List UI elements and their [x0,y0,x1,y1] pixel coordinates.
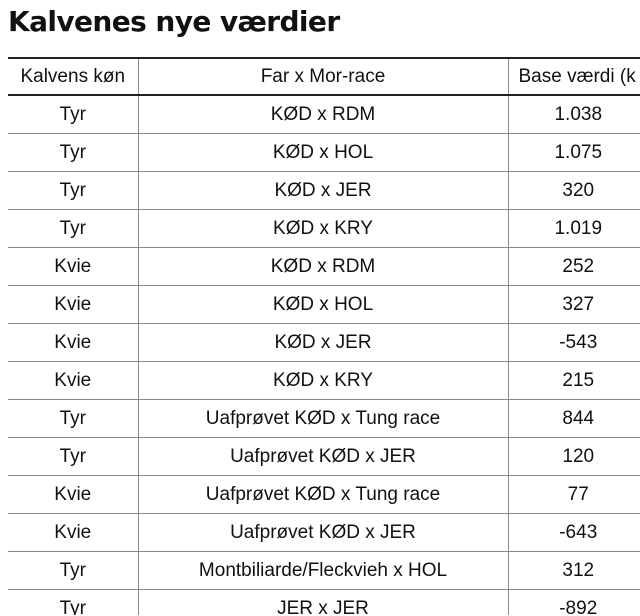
calf-values-table: Kalvens køn Far x Mor-race Base værdi (k… [8,57,640,615]
cell-breed-cross: KØD x RDM [137,247,508,286]
cell-breed-cross: KØD x HOL [137,285,508,324]
cell-base-value: 1.019 [507,209,640,248]
cell-breed-cross: KØD x RDM [137,95,508,134]
cell-calf-sex: Tyr [8,551,138,590]
cell-base-value: 320 [507,171,640,210]
header-sire-dam-breed: Far x Mor-race [137,57,508,96]
cell-breed-cross: KØD x KRY [137,361,508,400]
cell-calf-sex: Tyr [8,171,138,210]
cell-base-value: 1.038 [507,95,640,134]
cell-calf-sex: Tyr [8,95,138,134]
cell-base-value: 120 [507,437,640,476]
table-row: Kvie KØD x HOL 327 [8,285,640,324]
cell-breed-cross: KØD x KRY [137,209,508,248]
cell-base-value: 312 [507,551,640,590]
table-row: Tyr Uafprøvet KØD x Tung race 844 [8,399,640,438]
cell-base-value: 844 [507,399,640,438]
header-base-value: Base værdi (k [507,57,640,96]
cell-base-value: 252 [507,247,640,286]
calf-values-table-container: Kalvens køn Far x Mor-race Base værdi (k… [8,57,640,615]
cell-calf-sex: Kvie [8,475,138,514]
page-title: Kalvenes nye værdier [8,5,340,38]
cell-base-value: 327 [507,285,640,324]
cell-base-value: 1.075 [507,133,640,172]
table-row: Kvie KØD x RDM 252 [8,247,640,286]
cell-calf-sex: Tyr [8,437,138,476]
cell-base-value: 215 [507,361,640,400]
table-row: Kvie KØD x JER -543 [8,323,640,362]
table-row: Tyr KØD x JER 320 [8,171,640,210]
cell-breed-cross: Uafprøvet KØD x Tung race [137,475,508,514]
cell-calf-sex: Tyr [8,133,138,172]
table-row: Tyr JER x JER -892 [8,589,640,615]
table-row: Tyr Uafprøvet KØD x JER 120 [8,437,640,476]
cell-calf-sex: Kvie [8,513,138,552]
cell-breed-cross: KØD x HOL [137,133,508,172]
table-row: Kvie Uafprøvet KØD x Tung race 77 [8,475,640,514]
table-row: Tyr KØD x HOL 1.075 [8,133,640,172]
cell-calf-sex: Tyr [8,209,138,248]
cell-calf-sex: Tyr [8,589,138,615]
cell-calf-sex: Kvie [8,361,138,400]
cell-base-value: 77 [507,475,640,514]
cell-breed-cross: Uafprøvet KØD x Tung race [137,399,508,438]
cell-breed-cross: KØD x JER [137,323,508,362]
table-header-row: Kalvens køn Far x Mor-race Base værdi (k [8,57,640,96]
cell-base-value: -543 [507,323,640,362]
table-row: Kvie KØD x KRY 215 [8,361,640,400]
cell-base-value: -643 [507,513,640,552]
cell-breed-cross: Montbiliarde/Fleckvieh x HOL [137,551,508,590]
cell-calf-sex: Kvie [8,247,138,286]
table-row: Tyr KØD x KRY 1.019 [8,209,640,248]
table-body: Tyr KØD x RDM 1.038 Tyr KØD x HOL 1.075 Tyr KØD… [8,95,640,615]
cell-calf-sex: Tyr [8,399,138,438]
cell-breed-cross: JER x JER [137,589,508,615]
cell-breed-cross: Uafprøvet KØD x JER [137,513,508,552]
cell-base-value: -892 [507,589,640,615]
cell-calf-sex: Kvie [8,323,138,362]
table-row: Kvie Uafprøvet KØD x JER -643 [8,513,640,552]
header-calf-sex: Kalvens køn [8,57,138,96]
cell-breed-cross: Uafprøvet KØD x JER [137,437,508,476]
table-row: Tyr Montbiliarde/Fleckvieh x HOL 312 [8,551,640,590]
cell-calf-sex: Kvie [8,285,138,324]
table-row: Tyr KØD x RDM 1.038 [8,95,640,134]
cell-breed-cross: KØD x JER [137,171,508,210]
